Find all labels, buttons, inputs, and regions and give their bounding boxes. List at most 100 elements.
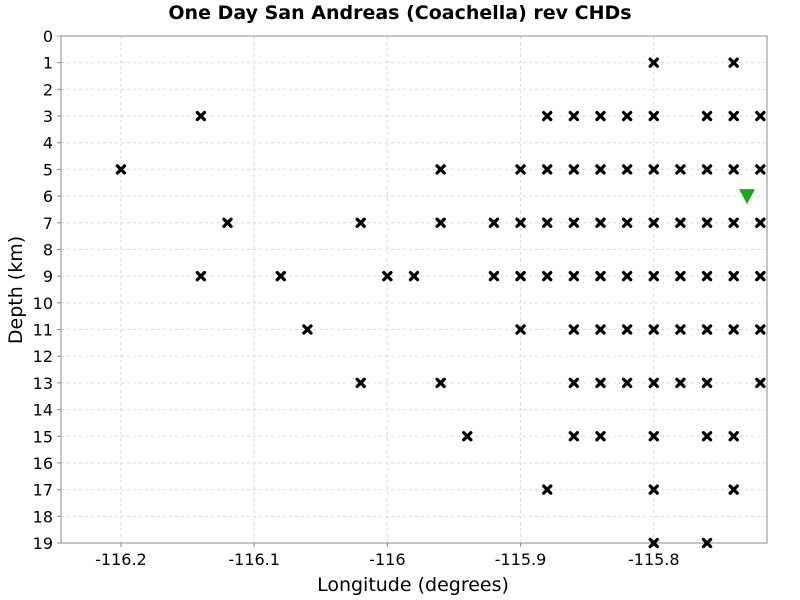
data-point-x [222,217,233,228]
data-point-x [568,217,580,228]
data-point-x [701,164,713,175]
data-point-x [621,377,633,389]
data-point-x [648,217,659,228]
data-point-x [755,110,766,122]
data-point-x [355,377,366,389]
data-point-x [648,377,659,389]
data-point-x [515,270,526,282]
y-tick-label: 18 [33,507,53,526]
data-point-x [435,377,446,389]
y-tick-label: 0 [43,27,53,46]
data-point-x [728,164,739,175]
y-tick-label: 1 [43,54,53,73]
data-point-x [595,110,606,122]
grid [61,35,767,544]
data-point-x [542,164,553,175]
plot-area [60,35,768,544]
data-point-x [355,217,366,228]
data-point-x [675,324,686,335]
data-point-x [568,270,580,282]
data-point-x [648,537,659,549]
data-point-x [621,217,633,228]
data-point-x [728,270,739,282]
x-tick-label: -115.8 [628,550,680,569]
data-point-x [648,110,659,122]
data-point-x [728,431,739,442]
y-tick-label: 2 [43,80,53,99]
data-point-x [568,431,580,442]
data-point-x [701,431,713,442]
data-point-x [755,377,766,389]
data-point-x [515,324,526,335]
y-tick-label: 10 [33,294,53,313]
data-point-x [675,217,686,228]
data-point-x [755,164,766,175]
x-tick-label: -115.9 [495,550,547,569]
data-point-x [648,324,659,335]
data-points [115,57,766,549]
data-point-x [542,484,553,495]
x-tick-label: -116.1 [228,550,280,569]
data-point-x [755,270,766,282]
data-point-x [488,217,500,228]
data-point-x [435,217,446,228]
data-point-x [195,110,207,122]
data-point-x [275,270,286,282]
chart-title: One Day San Andreas (Coachella) rev CHDs [168,2,632,24]
data-point-x [195,270,207,282]
data-point-x [542,217,553,228]
data-point-x [675,270,686,282]
x-axis: -116.2 -116.1 -116 -115.9 -115.8 [95,543,680,569]
y-tick-label: 16 [33,454,53,473]
data-point-x [675,377,686,389]
data-point-x [701,324,713,335]
data-point-x [595,377,606,389]
y-tick-label: 9 [43,267,53,286]
data-point-x [515,217,526,228]
data-point-x [755,324,766,335]
data-point-x [621,270,633,282]
data-point-x [595,324,606,335]
data-point-x [435,164,446,175]
data-point-x [595,270,606,282]
y-tick-label: 12 [33,347,53,366]
data-point-x [621,110,633,122]
y-tick-label: 19 [33,534,53,553]
data-point-x [648,57,659,68]
y-tick-label: 4 [43,134,53,153]
data-point-x [595,217,606,228]
data-point-x [408,270,420,282]
data-point-x [701,377,713,389]
y-tick-label: 3 [43,107,53,126]
y-tick-label: 14 [33,401,53,420]
x-axis-title: Longitude (degrees) [317,574,509,596]
y-tick-label: 13 [33,374,53,393]
data-point-x [542,110,553,122]
y-tick-label: 5 [43,160,53,179]
data-point-x [728,110,739,122]
data-point-x [648,484,659,495]
data-point-x [648,431,659,442]
data-point-x [648,270,659,282]
data-point-x [115,164,127,175]
data-point-x [488,270,500,282]
data-point-x [568,377,580,389]
data-point-x [755,217,766,228]
y-axis-title: Depth (km) [5,236,27,344]
data-point-x [621,164,633,175]
data-point-x [568,110,580,122]
data-point-x [648,164,659,175]
y-tick-label: 15 [33,427,53,446]
data-point-x [728,324,739,335]
data-point-x [595,164,606,175]
y-tick-label: 11 [33,321,53,340]
data-point-x [728,57,739,68]
data-point-x [568,324,580,335]
y-tick-label: 7 [43,214,53,233]
data-point-x [382,270,393,282]
data-point-x [542,270,553,282]
y-tick-label: 17 [33,481,53,500]
data-point-x [701,217,713,228]
